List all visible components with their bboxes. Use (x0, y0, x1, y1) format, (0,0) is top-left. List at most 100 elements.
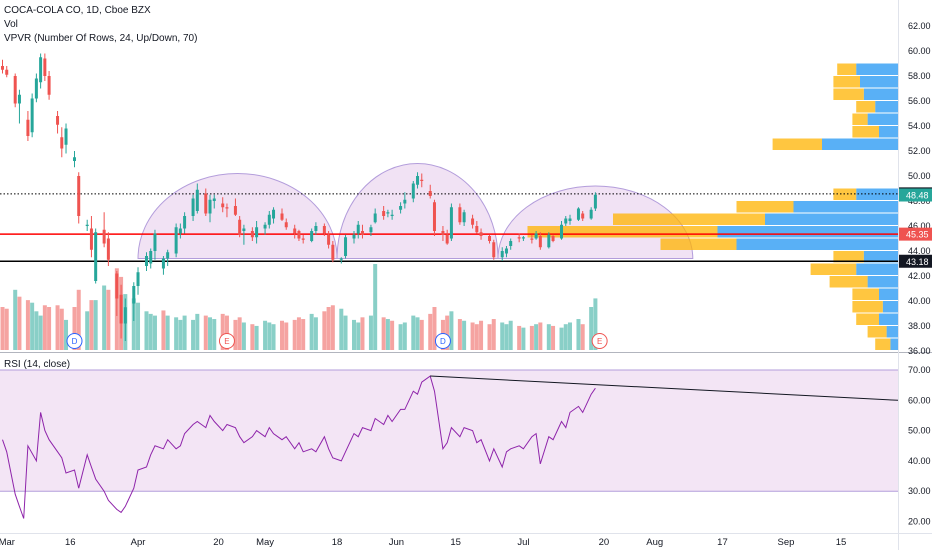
candle-body (1, 66, 4, 70)
volume-bar (131, 298, 136, 350)
candle-body (166, 252, 170, 259)
candle-body (242, 228, 246, 231)
volume-bar (144, 311, 149, 350)
candle-body (56, 116, 60, 125)
price-tag (899, 254, 932, 268)
candle-body (369, 227, 373, 233)
volume-bar (212, 319, 217, 350)
volume-bar (373, 264, 378, 350)
volume-profile-down (856, 313, 879, 325)
volume-bar (220, 313, 225, 350)
volume-bar (237, 317, 242, 350)
time-axis-label: Jun (389, 537, 404, 548)
volume-bar (72, 307, 77, 350)
volume-legend[interactable]: Vol (4, 19, 18, 30)
candle-body (208, 199, 212, 214)
volume-bar (479, 320, 484, 350)
candle-body (390, 214, 394, 216)
candle-body (233, 206, 237, 215)
volume-bar (76, 289, 81, 350)
volume-bar (529, 325, 534, 350)
price-axis-label: 36.00 (908, 346, 931, 356)
volume-profile-up (890, 338, 898, 350)
candle-body (530, 238, 534, 240)
time-axis: Mar 16 Apr 20 May 18 Jun 15 Jul 20 Aug 17 Sep 15 (0, 537, 846, 548)
candle-body (89, 228, 93, 250)
dividend-marker (66, 333, 83, 349)
volume-bar (326, 307, 331, 350)
arc-pattern (137, 173, 338, 259)
volume-bar (106, 289, 111, 350)
candle-body (13, 76, 17, 104)
earnings-marker (218, 333, 235, 349)
candle-body (272, 209, 276, 219)
price-axis-label: 54.00 (908, 121, 931, 131)
candle-body (382, 211, 386, 216)
candle-body (310, 231, 314, 241)
volume-bar (4, 308, 9, 350)
candle-body (589, 209, 593, 219)
candle-body (576, 208, 580, 220)
candle-body (352, 234, 356, 239)
price-axis-label: 42.00 (908, 271, 931, 281)
candle-body (344, 237, 348, 256)
symbol-legend[interactable]: COCA-COLA CO, 1D, Cboe BZX (4, 5, 151, 16)
volume-bar (254, 325, 259, 350)
candle-body (174, 227, 178, 254)
volume-bar (517, 325, 522, 350)
volume-bar (538, 322, 543, 350)
candle-body (26, 119, 30, 136)
candle-body (238, 219, 242, 235)
volume-profile-down (613, 213, 765, 225)
rsi-axis-label: 70.00 (908, 365, 931, 375)
volume-bar (292, 319, 297, 350)
volume-bar (263, 320, 268, 350)
candle-body (153, 233, 157, 251)
volume-bar (34, 311, 39, 350)
candle-body (183, 216, 187, 229)
volume-bar (296, 317, 301, 350)
volume-profile-up (856, 188, 898, 200)
candle-body (39, 57, 43, 83)
volume-bar (411, 315, 416, 350)
volume-profile-down (736, 201, 794, 213)
volume-bar (390, 320, 395, 350)
volume-profile-up (765, 213, 898, 225)
candle-body (488, 236, 492, 241)
rsi-axis: 70.00 60.00 50.00 40.00 30.00 20.00 (908, 365, 931, 527)
volume-bar (551, 325, 556, 350)
candle-body (60, 137, 64, 149)
volume-bar (580, 324, 585, 350)
volume-bar (42, 305, 47, 350)
candle-body (293, 228, 297, 234)
candle-body (386, 212, 390, 214)
candle-body (77, 176, 81, 216)
candle-body (115, 273, 119, 299)
candle-body (521, 237, 525, 239)
candle-body (297, 231, 301, 239)
volume-bar (0, 307, 5, 350)
volume-profile-down (867, 326, 887, 338)
candle-body (479, 232, 483, 236)
volume-bar (432, 307, 437, 350)
vpvr-legend[interactable]: VPVR (Number Of Rows, 24, Up/Down, 70) (4, 33, 198, 44)
candle-body (428, 191, 432, 196)
candle-body (5, 69, 9, 75)
candle-body (568, 218, 572, 221)
candle-body (411, 183, 415, 199)
candle-body (204, 193, 208, 214)
volume-bar (508, 320, 513, 350)
candle-body (551, 236, 555, 241)
volume-bar (85, 311, 90, 350)
candle-body (17, 94, 21, 104)
candle-body (94, 232, 98, 281)
candle-body (195, 189, 199, 211)
rsi-axis-label: 40.00 (908, 456, 931, 466)
rsi-legend[interactable]: RSI (14, close) (4, 359, 71, 370)
volume-bar (280, 320, 285, 350)
volume-bar (59, 308, 64, 350)
volume-profile-down (852, 113, 868, 125)
time-axis-label: Mar (0, 537, 15, 548)
candle-body (191, 198, 195, 216)
